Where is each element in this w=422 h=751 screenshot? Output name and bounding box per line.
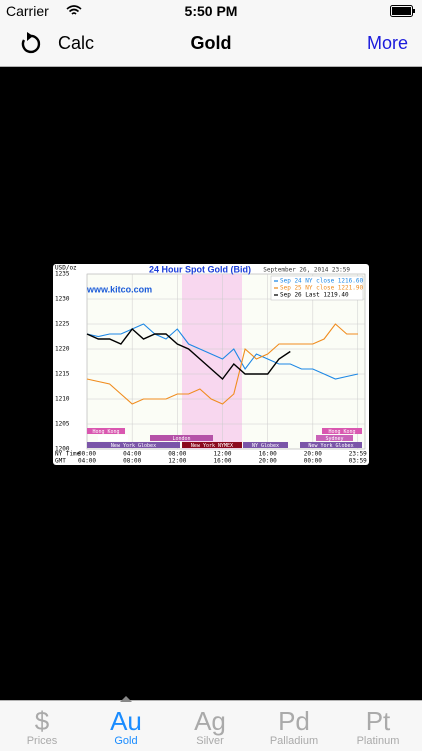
tab-label: Prices <box>26 735 58 747</box>
status-bar: Carrier 5:50 PM <box>0 0 422 22</box>
tab-label: Silver <box>196 735 224 747</box>
legend-box <box>270 275 364 301</box>
session-bar <box>300 442 362 448</box>
carrier: Carrier <box>6 3 49 19</box>
tab-bar: $ Prices Au Gold Ag Silver Pd Palladium Pt Platin… <box>0 696 422 751</box>
tab-symbol: Au <box>110 706 142 736</box>
x2-tick-label: 08:00 <box>123 458 141 465</box>
x2-tick-label: 00:00 <box>304 458 322 465</box>
x2-tick-label: 20:00 <box>259 458 277 465</box>
session-bar <box>87 442 180 448</box>
x2-row-label: GMT <box>55 458 66 465</box>
x2-tick-label: 04:00 <box>78 458 96 465</box>
legend-label: Sep 24 NY close 1216.60 <box>280 278 363 285</box>
session-bar <box>182 442 242 448</box>
battery-icon <box>390 5 415 17</box>
chart: 1200120512101215122012251230123500:0004:… <box>53 264 369 465</box>
session-label: New York Globex <box>111 443 156 449</box>
tab-label: Palladium <box>269 735 319 747</box>
y-tick-label: 1210 <box>55 396 70 403</box>
tab-symbol: $ <box>34 706 50 736</box>
x-tick-label: 16:00 <box>259 451 277 458</box>
tab[interactable]: Ag Silver <box>168 701 252 747</box>
y-tick-label: 1200 <box>55 446 70 453</box>
x-tick-label: 20:00 <box>304 451 322 458</box>
clock: 5:50 PM <box>184 3 238 19</box>
session-label: Hong Kong <box>92 429 119 435</box>
y-tick-label: 1230 <box>55 296 70 303</box>
ny-session-shade <box>182 274 242 449</box>
session-bar <box>98 435 128 441</box>
nav-title: Gold <box>190 33 232 53</box>
x2-tick-label: 03:59 <box>349 458 367 465</box>
x-tick-label: 12:00 <box>213 451 231 458</box>
legend-label: Sep 25 NY close 1221.90 <box>280 285 363 292</box>
more-button[interactable]: More <box>366 33 408 53</box>
tab[interactable]: Pd Palladium <box>252 701 336 747</box>
chart-date: September 26, 2014 23:59 <box>263 267 350 274</box>
calc-button[interactable]: Calc <box>58 33 95 53</box>
tab-symbol: Ag <box>194 706 226 736</box>
session-bar <box>316 435 353 441</box>
x-row-label: NY Time <box>55 451 81 458</box>
tab[interactable]: Au Gold <box>84 701 168 747</box>
chart-title: 24 Hour Spot Gold (Bid) <box>149 264 251 274</box>
y-tick-label: 1205 <box>55 421 70 428</box>
session-label: London <box>172 436 190 442</box>
y-tick-label: 1220 <box>55 346 70 353</box>
session-label: Hong Kong <box>328 429 355 435</box>
tab[interactable]: Pt Platinum <box>336 701 420 747</box>
tab[interactable]: $ Prices <box>0 701 84 747</box>
session-label: New York NYMEX <box>191 443 233 449</box>
x-tick-label: 00:00 <box>78 451 96 458</box>
tab-symbol: Pd <box>278 706 310 736</box>
session-label: Sydney <box>325 436 343 442</box>
x2-tick-label: 16:00 <box>213 458 231 465</box>
session-bar <box>322 428 362 434</box>
wifi-icon <box>66 5 82 15</box>
legend-label: Sep 26 Last 1219.40 <box>280 292 349 299</box>
refresh-button[interactable] <box>18 31 42 57</box>
session-label: NY Globex <box>252 443 279 449</box>
y-tick-label: 1215 <box>55 371 70 378</box>
series-line <box>86 323 358 405</box>
x-tick-label: 08:00 <box>168 451 186 458</box>
y-tick-label: 1235 <box>55 271 70 278</box>
nav-bar: Calc Gold More <box>0 22 422 67</box>
y-tick-label: 1225 <box>55 321 70 328</box>
series-line <box>86 327 291 381</box>
session-bar <box>243 442 288 448</box>
tab-symbol: Pt <box>365 706 391 736</box>
x2-tick-label: 12:00 <box>168 458 186 465</box>
x-tick-label: 23:59 <box>349 451 367 458</box>
session-label: New York Globex <box>308 443 353 449</box>
tab-label: Platinum <box>356 735 400 747</box>
tab-label: Gold <box>114 735 138 747</box>
x-tick-label: 04:00 <box>123 451 141 458</box>
watermark: www.kitco.com <box>86 284 152 294</box>
session-bar <box>87 428 125 434</box>
session-bar <box>150 435 213 441</box>
tab-indicator <box>120 696 132 702</box>
y-unit: USD/oz <box>55 265 77 272</box>
